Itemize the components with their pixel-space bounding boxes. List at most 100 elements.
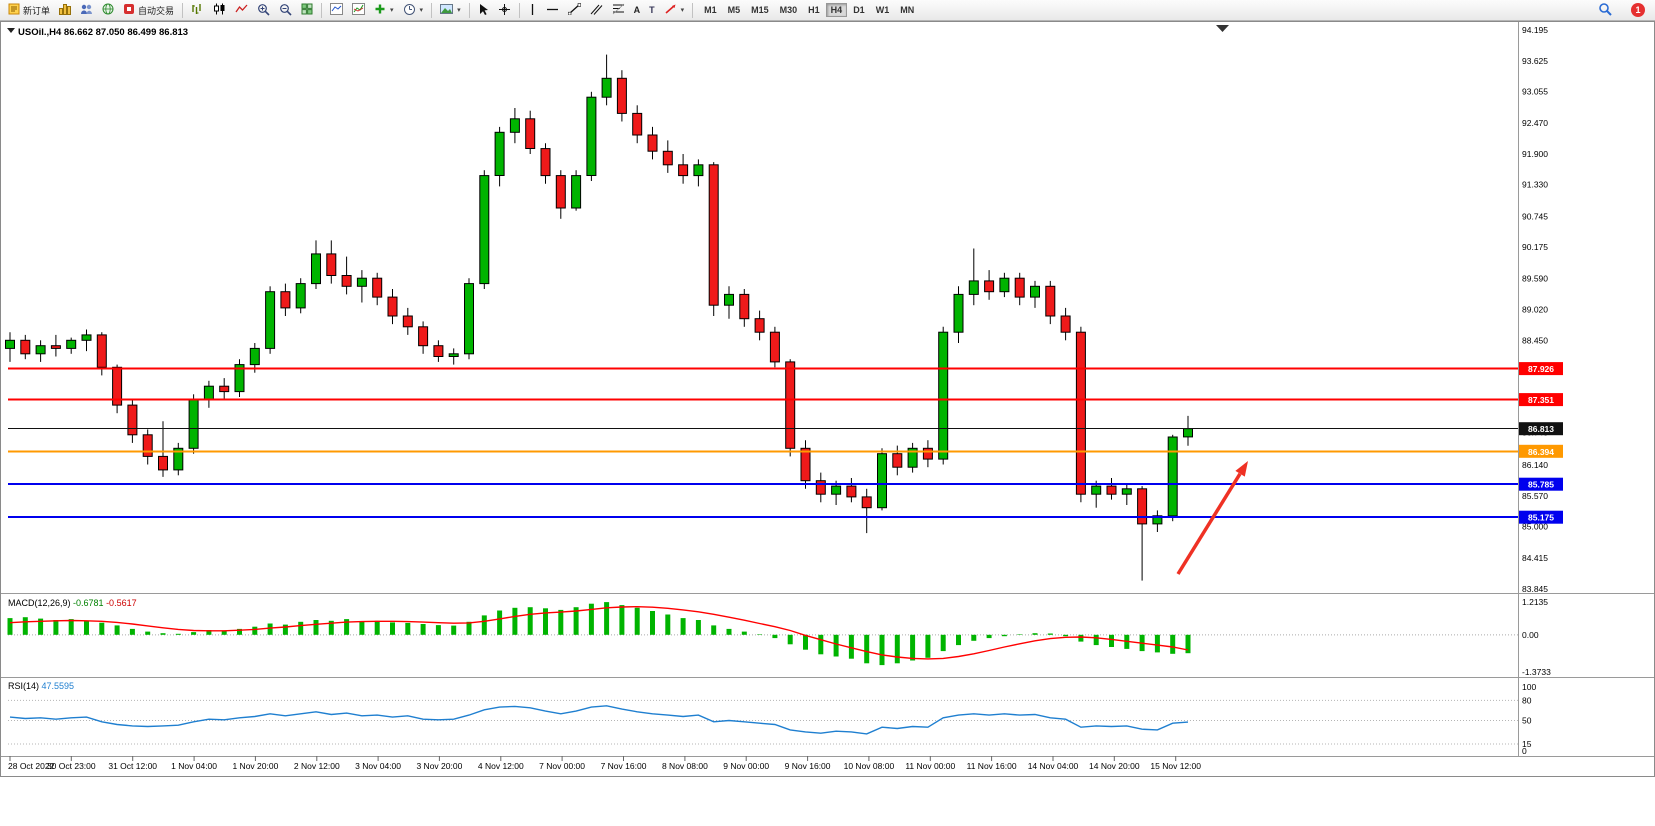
trend-arrow-head[interactable]	[1235, 461, 1248, 477]
toolbar-separator	[431, 2, 433, 18]
profile-chart-button[interactable]	[326, 1, 347, 19]
toolbar-separator	[321, 2, 323, 18]
chart-background	[0, 21, 1655, 821]
symbol-dropdown-icon[interactable]	[7, 28, 15, 33]
price-badge	[1519, 444, 1563, 458]
candlestick-icon	[213, 3, 226, 17]
timeframe-w1-button[interactable]: W1	[875, 5, 890, 15]
arrows-tool-button[interactable]: ▾	[660, 1, 689, 19]
cursor-icon	[478, 3, 489, 18]
candle-body	[35, 345, 46, 355]
price-badge	[1519, 510, 1563, 524]
candle-body	[968, 280, 979, 295]
time-axis-label: 8 Nov 08:00	[662, 761, 708, 771]
timeframe-m1-button[interactable]: M1	[704, 5, 717, 15]
timeframe-d1-button[interactable]: D1	[853, 5, 865, 15]
timeframe-m30-button[interactable]: M30	[779, 5, 798, 15]
timeframe-h1-button[interactable]: H1	[808, 5, 820, 15]
vertical-line-button[interactable]	[524, 1, 541, 19]
time-axis-label: 9 Nov 16:00	[785, 761, 831, 771]
trend-arrow[interactable]	[1176, 472, 1242, 575]
tile-windows-button[interactable]	[297, 1, 317, 19]
candle-body	[295, 283, 306, 309]
candle-body	[586, 96, 597, 176]
time-axis-label: 1 Nov 20:00	[232, 761, 278, 771]
search-button[interactable]	[1594, 1, 1616, 19]
price-scale-label: 94.195	[1522, 25, 1548, 35]
time-axis-label: 30 Oct 23:00	[47, 761, 96, 771]
trendline-button[interactable]	[564, 1, 585, 19]
time-axis-label: 11 Nov 00:00	[905, 761, 955, 771]
price-scale-label: 90.175	[1522, 242, 1548, 252]
add-indicator-button[interactable]: ▾	[370, 1, 398, 19]
candle-body	[739, 293, 750, 320]
label-tool-icon: T	[649, 5, 655, 15]
chart-canvas[interactable]: 94.195 93.625 93.055 92.470 91.900 91.330 90.7…	[0, 21, 1655, 821]
zoom-in-button[interactable]	[253, 1, 274, 19]
price-badge	[1519, 393, 1563, 407]
horizontal-line-icon	[546, 5, 559, 16]
price-scale-label: 91.900	[1522, 149, 1548, 159]
shift-marker-icon[interactable]	[1216, 25, 1229, 32]
market-watch-button[interactable]	[55, 1, 75, 19]
candle-body	[280, 291, 291, 309]
time-axis-label: 15 Nov 12:00	[1150, 761, 1201, 771]
candle-body	[464, 283, 474, 355]
toolbar-separator	[692, 2, 694, 18]
rsi-line	[9, 705, 1189, 735]
macd-scale-label: 0.00	[1522, 630, 1539, 640]
price-badge-label: 87.351	[1528, 395, 1554, 405]
crosshair-button[interactable]	[494, 1, 515, 19]
bar-chart-button[interactable]	[187, 1, 208, 19]
rsi-scale-label: 50	[1522, 716, 1532, 726]
community-button[interactable]	[98, 1, 118, 19]
candlestick-button[interactable]	[209, 1, 230, 19]
toolbar-separator	[468, 2, 470, 18]
price-scale-label: 89.020	[1522, 305, 1548, 315]
candle-body	[601, 77, 612, 98]
support-button[interactable]	[76, 1, 97, 19]
time-axis-label: 9 Nov 00:00	[723, 761, 769, 771]
template-button[interactable]: ▾	[436, 1, 465, 19]
community-icon	[102, 3, 114, 17]
horizontal-line-button[interactable]	[542, 1, 563, 19]
cursor-button[interactable]	[474, 1, 493, 19]
timeframe-m15-button[interactable]: M15	[751, 5, 769, 15]
time-axis-label: 31 Oct 12:00	[108, 761, 157, 771]
new-order-button[interactable]: 新订单	[4, 1, 54, 19]
timeframe-h4-button[interactable]: H4	[825, 3, 848, 17]
chevron-down-icon: ▾	[419, 7, 424, 14]
timeframe-mn-button[interactable]: MN	[900, 5, 915, 15]
macd-label: MACD(12,26,9) -0.6781 -0.5617	[8, 598, 137, 608]
candle-body	[907, 447, 918, 468]
chevron-down-icon: ▾	[457, 7, 461, 14]
price-scale-label: 85.570	[1522, 491, 1548, 501]
zoom-out-button[interactable]	[275, 1, 296, 19]
channel-button[interactable]	[586, 1, 607, 19]
candle-body	[662, 150, 673, 166]
template-icon	[440, 3, 454, 17]
label-tool-button[interactable]: T	[645, 1, 659, 19]
price-scale-label: 92.470	[1522, 118, 1548, 128]
candle-body	[265, 291, 276, 349]
candle-body	[953, 293, 964, 333]
candle-body	[693, 164, 704, 177]
price-scale-label: 91.330	[1522, 180, 1548, 190]
notification-badge[interactable]: 1	[1631, 3, 1645, 17]
price-badge-label: 87.926	[1528, 364, 1554, 374]
channel-icon	[590, 3, 603, 17]
candle-body	[173, 447, 184, 471]
candle-body	[1152, 515, 1163, 525]
timeframe-m5-button[interactable]: M5	[727, 5, 741, 15]
indicator-list-button[interactable]	[348, 1, 369, 19]
candle-body	[509, 118, 520, 133]
text-tool-button[interactable]: A	[630, 1, 645, 19]
candle-body	[616, 77, 627, 114]
line-chart-button[interactable]	[231, 1, 252, 19]
autotrade-button[interactable]: 自动交易	[119, 1, 178, 19]
candle-body	[708, 164, 719, 306]
fibonacci-button[interactable]	[608, 1, 629, 19]
price-badge-label: 86.394	[1528, 447, 1554, 457]
bar-chart-icon	[191, 3, 204, 17]
period-button[interactable]: ▾	[399, 1, 428, 19]
